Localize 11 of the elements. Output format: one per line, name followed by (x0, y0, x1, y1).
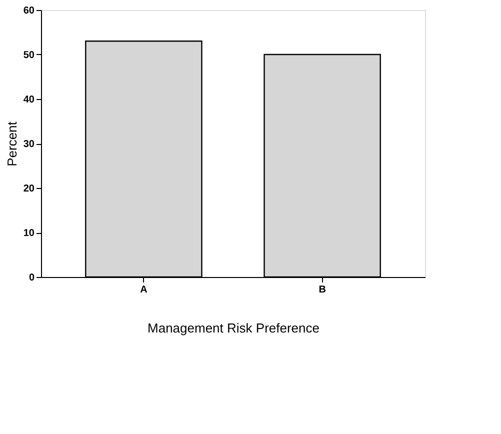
x-tick-label: A (140, 284, 148, 296)
x-tick-label: B (318, 284, 326, 296)
y-tick-label: 10 (23, 228, 35, 239)
y-axis-title: Percent (4, 121, 20, 166)
y-tick-label: 50 (23, 50, 35, 61)
y-tick-label: 30 (23, 139, 35, 150)
y-tick-label: 0 (28, 272, 35, 284)
y-tick-label: 20 (23, 184, 35, 194)
y-tick-label: 40 (23, 94, 35, 106)
x-axis-title: Management Risk Preference (148, 320, 320, 336)
y-tick-label: 60 (23, 6, 35, 16)
